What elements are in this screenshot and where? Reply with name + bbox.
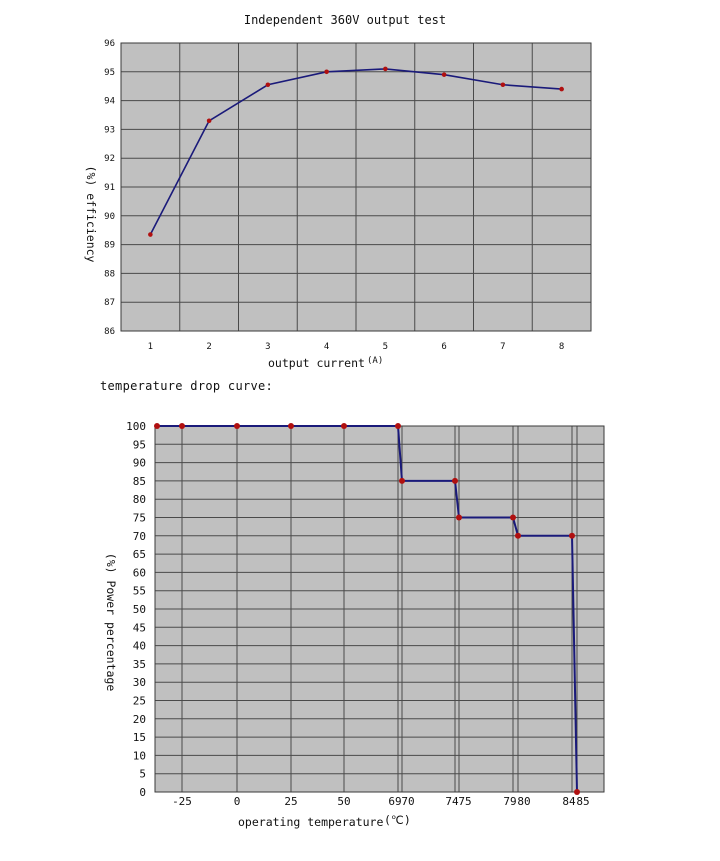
data-point (265, 82, 271, 88)
x-tick-label: 1 (148, 342, 153, 352)
efficiency-chart: 86 87 88 89 90 91 92 93 94 95 96 1 2 3 4 5 6 7 8 Independen… (84, 13, 592, 370)
x-tick-label: 50 (337, 795, 350, 808)
y-tick-label: 45 (133, 621, 146, 634)
x-tick-label: 3 (265, 342, 270, 352)
y-tick-label: 65 (133, 548, 146, 561)
data-point (324, 69, 329, 75)
plot-frame (120, 42, 592, 332)
data-point (395, 423, 401, 429)
efficiency-line (149, 68, 562, 235)
y-tick-label: 89 (104, 241, 115, 251)
data-point (399, 477, 405, 484)
y-tick-label: 91 (104, 183, 115, 193)
x-tick-label: 8 (559, 342, 564, 352)
x-tick-label: 5 (383, 342, 388, 352)
data-point (510, 514, 516, 521)
data-point (500, 82, 506, 88)
y-tick-label: 93 (104, 125, 115, 135)
y-tick-label: 80 (133, 493, 146, 506)
y-tick-label: 40 (133, 640, 146, 653)
x-tick-label: 84 (562, 795, 576, 808)
y-tick-label: 70 (133, 530, 146, 543)
data-point (456, 514, 462, 521)
temperature-drop-caption: temperature drop curve: (100, 379, 274, 393)
data-point (569, 532, 575, 539)
y-tick-label: 30 (133, 676, 146, 689)
y-tick-label: 25 (133, 695, 146, 708)
y-tick-label: 86 (104, 327, 115, 337)
y-tick-label: 85 (133, 475, 146, 488)
x-tick-label: 80 (517, 795, 530, 808)
data-point (148, 232, 153, 237)
x-tick-label: 0 (234, 795, 241, 808)
x-tick-label: 70 (401, 795, 414, 808)
y-tick-label: 90 (104, 212, 115, 222)
y-tick-label: 0 (139, 786, 146, 799)
y-tick-label: 95 (133, 438, 146, 451)
y-tick-label: 75 (133, 512, 146, 525)
x-tick-label: -25 (172, 795, 192, 808)
data-point (234, 423, 240, 429)
y-tick-label: 87 (104, 298, 115, 308)
y-tick-label: 96 (104, 39, 115, 49)
data-point (574, 789, 580, 795)
data-point (515, 532, 521, 539)
data-point (559, 86, 564, 92)
y-tick-label: 95 (104, 68, 115, 78)
x-tick-label: 6 (441, 342, 446, 352)
y-tick-label: 55 (133, 585, 146, 598)
data-point (341, 423, 347, 429)
x-tick-label: 69 (388, 795, 401, 808)
y-tick-label: 60 (133, 566, 146, 579)
x-axis-label: output current (268, 356, 365, 370)
x-axis-label: operating temperature (238, 815, 383, 829)
x-tick-label: 4 (324, 342, 329, 352)
y-axis-label: (%) Power percentage (104, 553, 118, 692)
x-axis-unit: (℃) (384, 813, 411, 827)
x-tick-label: 2 (206, 342, 211, 352)
y-tick-label: 88 (104, 269, 115, 279)
y-tick-label: 94 (104, 97, 115, 107)
data-point (179, 423, 185, 429)
data-point (383, 66, 388, 72)
chart-title: Independent 360V output test (244, 13, 446, 27)
y-tick-label: 5 (139, 768, 146, 781)
data-point (154, 423, 160, 429)
x-tick-label: 85 (576, 795, 589, 808)
y-tick-label: 100 (126, 420, 146, 433)
x-tick-label: 25 (284, 795, 297, 808)
x-tick-label: 74 (445, 795, 459, 808)
y-tick-label: 50 (133, 603, 146, 616)
y-tick-label: 20 (133, 713, 146, 726)
x-axis-unit: (A) (367, 356, 383, 366)
y-tick-label: 15 (133, 731, 146, 744)
data-point (441, 72, 447, 77)
x-tick-label: 79 (503, 795, 516, 808)
y-tick-label: 35 (133, 658, 146, 671)
data-point (206, 118, 212, 124)
temperature-drop-chart: 0 5 10 15 20 25 30 35 40 45 50 55 60 65 70 75 80 85 90 95 10… (104, 420, 605, 829)
data-point (452, 477, 458, 484)
y-tick-label: 90 (133, 457, 146, 470)
y-tick-label: 10 (133, 749, 146, 762)
y-axis-label: (%) efficiency (84, 166, 98, 263)
x-tick-label: 75 (458, 795, 471, 808)
y-tick-label: 92 (104, 154, 115, 164)
data-point (288, 423, 294, 429)
x-tick-label: 7 (500, 342, 505, 352)
